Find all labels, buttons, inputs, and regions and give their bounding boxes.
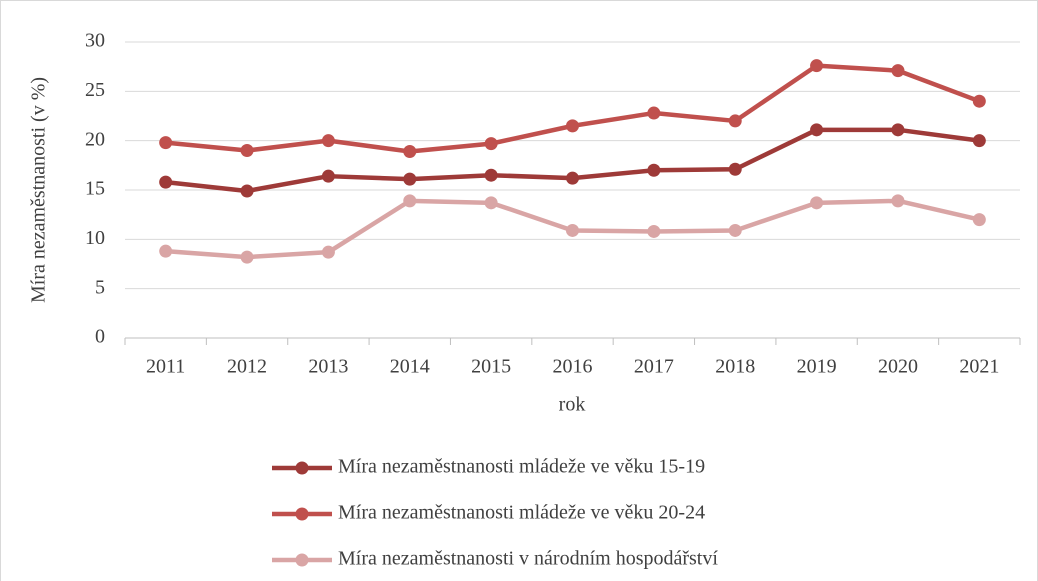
data-point xyxy=(321,134,335,148)
x-tick-label: 2020 xyxy=(878,356,918,378)
data-point xyxy=(647,163,661,177)
data-point xyxy=(484,168,498,182)
x-tick-label: 2013 xyxy=(308,356,348,378)
data-point xyxy=(403,145,417,159)
y-tick-label: 10 xyxy=(85,227,105,249)
x-tick-label: 2021 xyxy=(959,356,999,378)
data-point xyxy=(728,114,742,128)
x-tick-label: 2016 xyxy=(553,356,593,378)
data-point xyxy=(484,137,498,151)
data-point xyxy=(566,119,579,133)
data-point xyxy=(810,196,824,210)
x-axis-label: rok xyxy=(559,394,586,416)
data-point xyxy=(566,171,579,185)
data-point xyxy=(321,245,335,259)
data-point xyxy=(810,59,824,73)
data-point xyxy=(566,223,579,237)
y-tick-label: 20 xyxy=(85,128,105,150)
data-point xyxy=(321,169,335,183)
data-point xyxy=(647,224,661,238)
y-tick-label: 30 xyxy=(85,30,105,52)
x-tick-label: 2018 xyxy=(715,356,755,378)
data-point xyxy=(728,162,742,176)
data-point xyxy=(240,184,254,198)
data-point xyxy=(891,194,905,208)
legend-marker xyxy=(295,507,309,521)
data-point xyxy=(159,244,173,258)
x-tick-label: 2015 xyxy=(471,356,511,378)
data-point xyxy=(728,223,742,237)
legend-label: Míra nezaměstnanosti v národním hospodář… xyxy=(338,548,718,570)
data-point xyxy=(159,175,173,189)
y-axis-label: Míra nezaměstnanosti (v %) xyxy=(28,77,50,303)
data-point xyxy=(891,123,905,137)
legend-label: Míra nezaměstnanosti mládeže ve věku 20-… xyxy=(338,502,705,524)
y-tick-label: 25 xyxy=(85,79,105,101)
legend-label: Míra nezaměstnanosti mládeže ve věku 15-… xyxy=(338,456,705,478)
data-point xyxy=(240,250,254,264)
data-point xyxy=(810,123,824,137)
x-tick-label: 2019 xyxy=(797,356,837,378)
data-point xyxy=(891,64,905,78)
data-point xyxy=(647,106,661,120)
y-tick-label: 5 xyxy=(95,276,105,298)
x-tick-label: 2017 xyxy=(634,356,674,378)
x-tick-label: 2011 xyxy=(146,356,185,378)
data-point xyxy=(484,196,498,210)
legend-marker xyxy=(295,461,309,475)
data-point xyxy=(972,213,986,227)
data-point xyxy=(240,144,254,158)
y-tick-label: 0 xyxy=(95,326,105,348)
y-tick-label: 15 xyxy=(85,178,105,200)
x-tick-label: 2014 xyxy=(390,356,430,378)
data-point xyxy=(159,136,173,150)
data-point xyxy=(403,194,417,208)
data-point xyxy=(403,172,417,186)
data-point xyxy=(972,94,986,108)
x-tick-label: 2012 xyxy=(227,356,267,378)
legend-marker xyxy=(295,553,309,567)
data-point xyxy=(972,134,986,148)
